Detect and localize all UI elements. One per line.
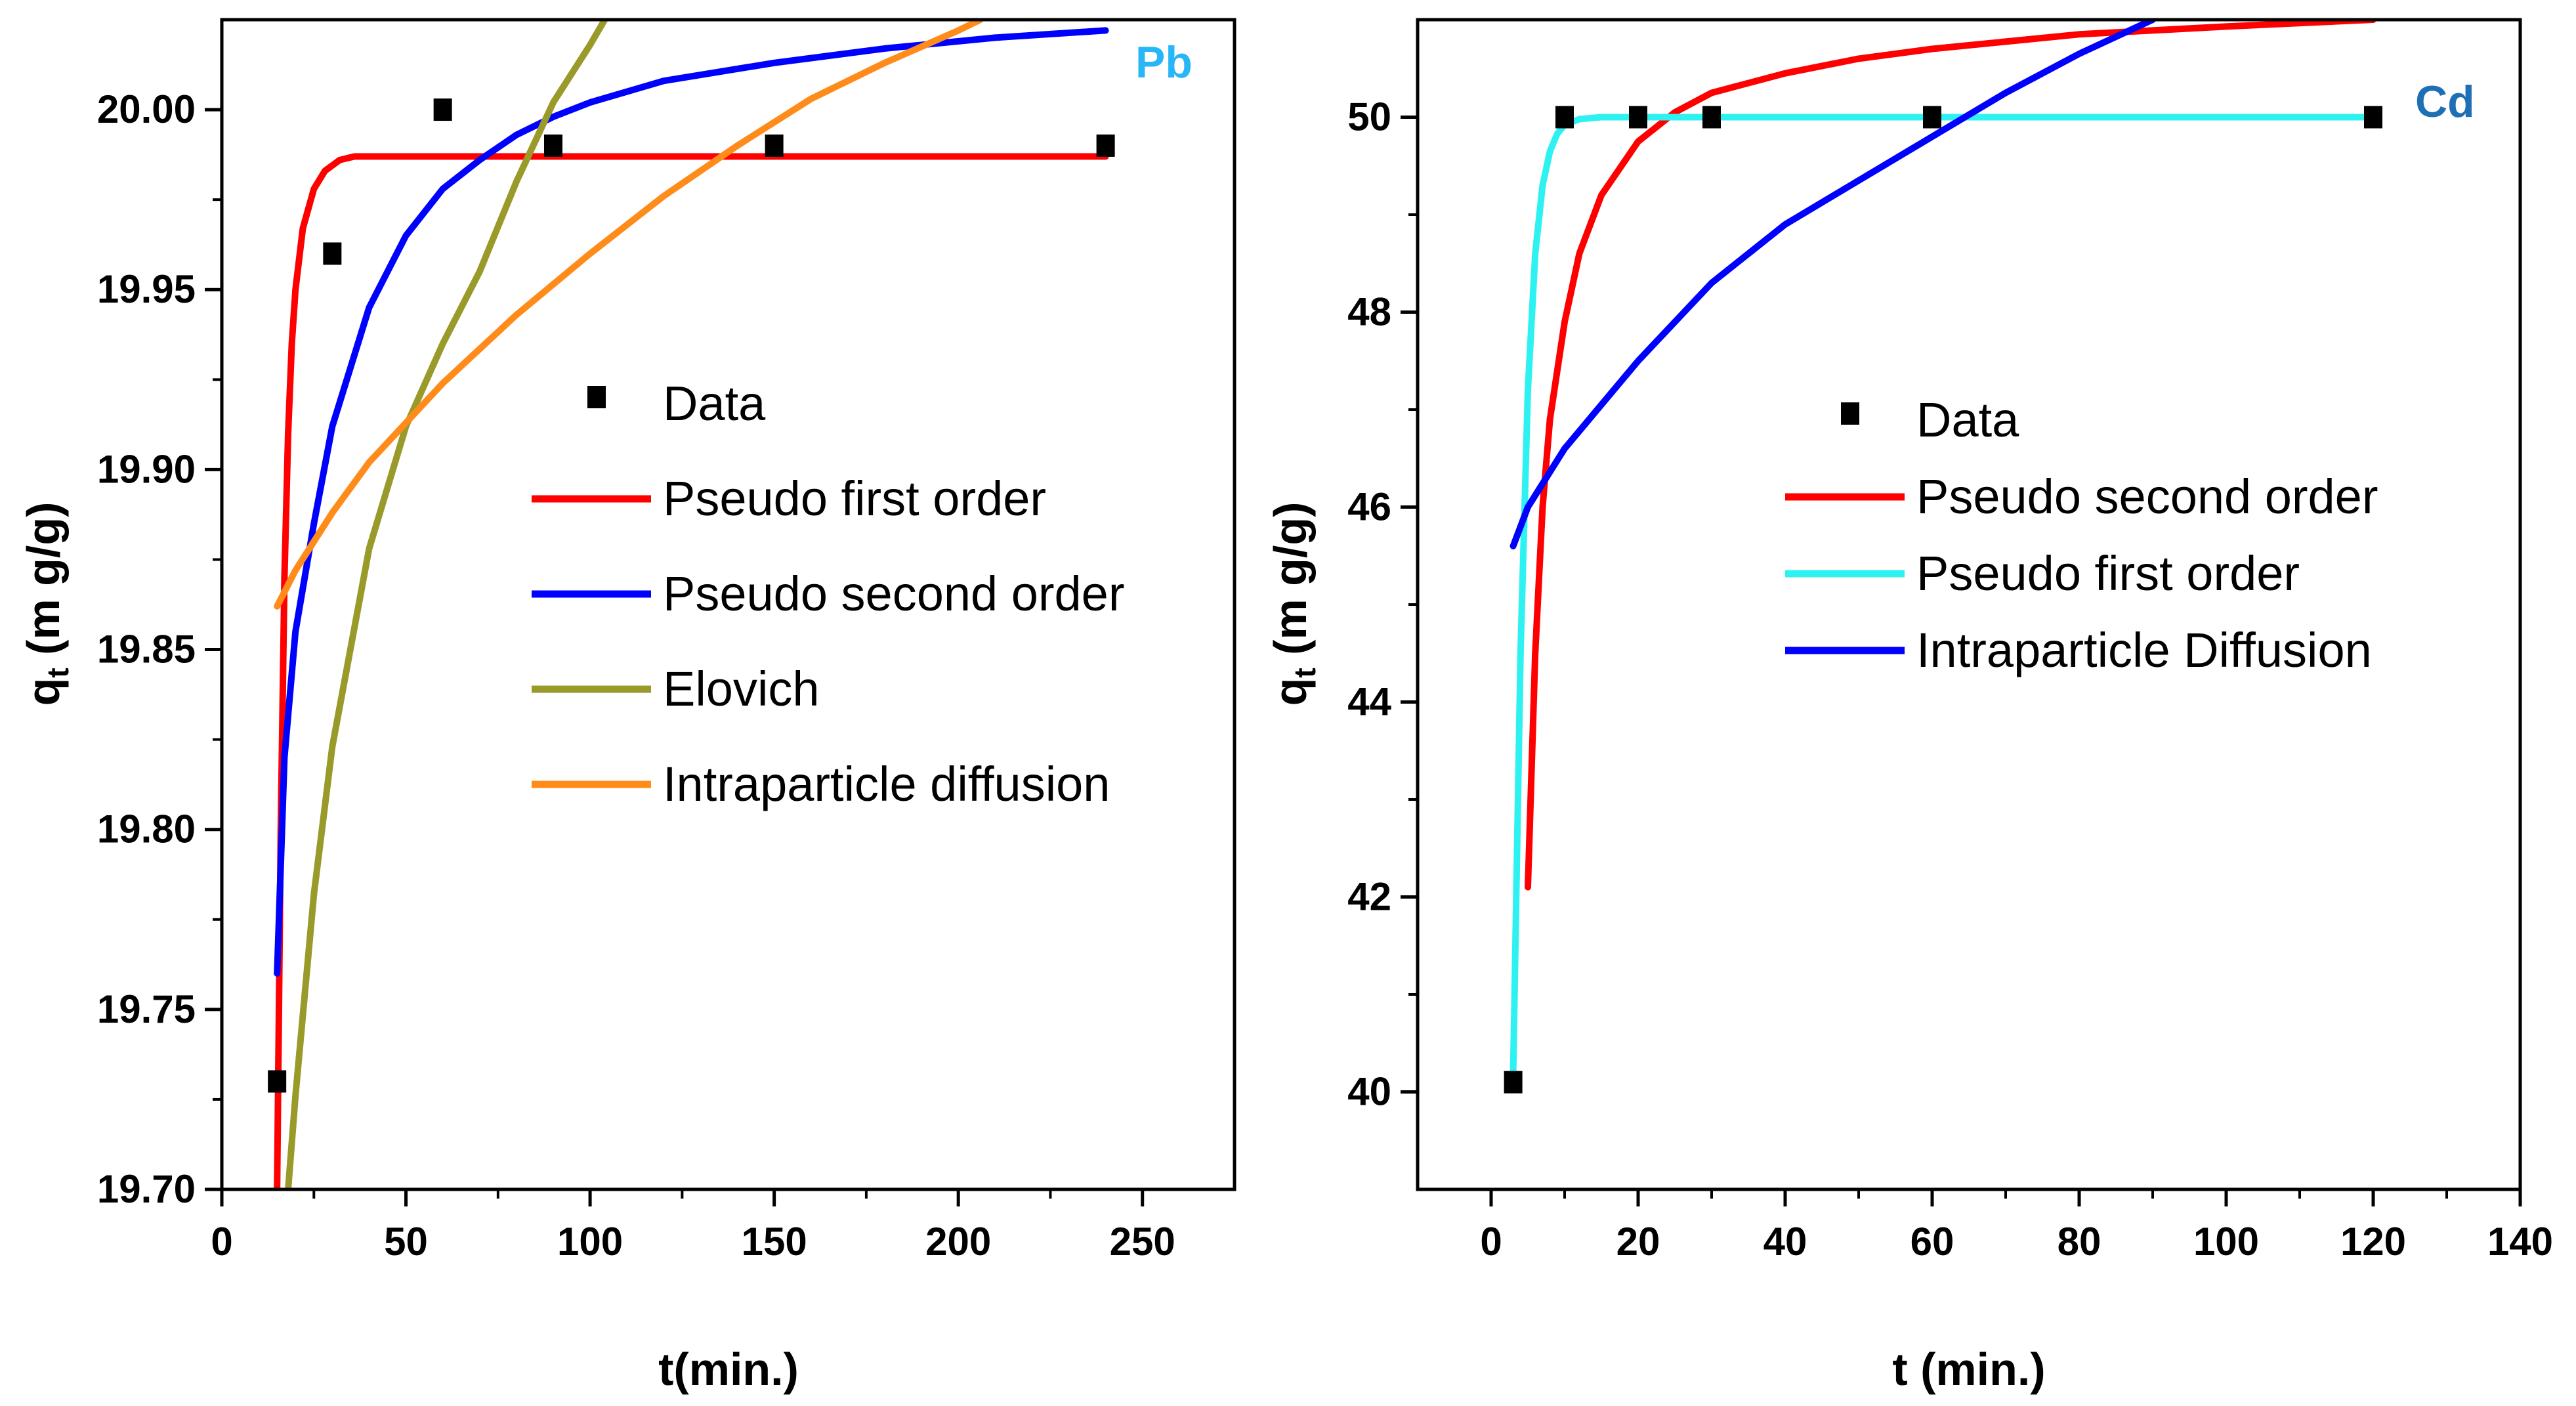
pb-legend-label: Elovich bbox=[663, 662, 820, 716]
cd-panel-label: Cd bbox=[2415, 77, 2475, 127]
pb-fit-curves bbox=[274, 20, 1109, 1189]
pb-y-axis-label: qt (m g/g) bbox=[18, 502, 75, 706]
pb-x-axis-label: t(min.) bbox=[658, 1344, 799, 1395]
cd-legend: Data Pseudo second order Pseudo first orde… bbox=[1785, 393, 2378, 677]
cd-y-tick-label: 42 bbox=[1347, 875, 1391, 919]
pb-legend-label: Pseudo first order bbox=[663, 471, 1046, 526]
pb-x-tick-label: 0 bbox=[211, 1220, 232, 1264]
pb-legend-label: Pseudo second order bbox=[663, 566, 1124, 621]
pb-y-tick-label: 19.95 bbox=[97, 267, 196, 311]
pb-y-tick-label: 19.90 bbox=[97, 447, 196, 491]
pb-data-point bbox=[543, 134, 562, 157]
cd-y-tick-label: 44 bbox=[1347, 680, 1391, 724]
pb-series-intraparticle-diffusion bbox=[274, 20, 984, 610]
pb-data-point bbox=[323, 242, 342, 265]
cd-x-tick-label: 60 bbox=[1911, 1220, 1954, 1264]
pb-series-pseudo-first-order bbox=[274, 153, 1109, 1189]
cd-series-intraparticle-diffusion bbox=[1510, 20, 2156, 549]
cd-data-point bbox=[1629, 106, 1647, 129]
cd-legend-label: Pseudo second order bbox=[1916, 469, 2378, 524]
cd-legend-marker bbox=[1841, 402, 1859, 425]
cd-x-tick-label: 40 bbox=[1763, 1220, 1807, 1264]
pb-data-point bbox=[765, 134, 784, 157]
pb-legend-label: Data bbox=[663, 376, 766, 431]
pb-data-point bbox=[268, 1070, 287, 1093]
cd-data-point bbox=[2364, 106, 2382, 129]
pb-x-tick-label: 150 bbox=[742, 1220, 807, 1264]
pb-plot-frame bbox=[220, 18, 1236, 1191]
pb-y-tick-label: 19.75 bbox=[97, 987, 196, 1031]
pb-data-point bbox=[1096, 134, 1115, 157]
cd-x-tick-label: 20 bbox=[1616, 1220, 1660, 1264]
pb-y-tick-label: 20.00 bbox=[97, 87, 196, 131]
cd-axes bbox=[1401, 116, 2522, 1206]
pb-legend: Data Pseudo first order Pseudo second orde… bbox=[532, 376, 1124, 811]
pb-x-tick-label: 50 bbox=[384, 1220, 428, 1264]
cd-y-tick-label: 40 bbox=[1347, 1070, 1391, 1114]
cd-x-tick-label: 100 bbox=[2193, 1220, 2259, 1264]
pb-axes bbox=[205, 108, 1145, 1206]
pb-legend-marker bbox=[587, 386, 606, 408]
cd-y-tick-label: 46 bbox=[1347, 485, 1391, 529]
pb-panel-label: Pb bbox=[1135, 37, 1193, 87]
cd-series-pseudo-first-order bbox=[1510, 114, 2376, 1076]
pb-data-point bbox=[433, 98, 452, 121]
pb-x-tick-label: 200 bbox=[925, 1220, 991, 1264]
cd-data-point bbox=[1555, 106, 1574, 129]
pb-x-tick-label: 100 bbox=[557, 1220, 623, 1264]
cd-legend-label: Pseudo first order bbox=[1916, 546, 2300, 601]
cd-tick-labels: 0 20 40 60 80 100 120 140 40 42 44 46 48 50 bbox=[1347, 95, 2553, 1264]
cd-y-axis-label: qt (m g/g) bbox=[1265, 502, 1322, 706]
cd-x-tick-label: 0 bbox=[1480, 1220, 1502, 1264]
cd-x-tick-label: 80 bbox=[2058, 1220, 2101, 1264]
cd-legend-label: Data bbox=[1916, 393, 2019, 447]
pb-y-tick-label: 19.85 bbox=[97, 628, 196, 671]
cd-data-point bbox=[1923, 106, 1941, 129]
cd-x-tick-label: 120 bbox=[2340, 1220, 2406, 1264]
cd-data-points bbox=[1504, 106, 2382, 1094]
cd-fit-curves bbox=[1510, 20, 2376, 1076]
pb-kinetics-chart: 0 50 100 150 200 250 19.70 19.75 19.80 19.85 19.90… bbox=[18, 18, 1236, 1395]
pb-x-tick-label: 250 bbox=[1110, 1220, 1175, 1264]
pb-y-tick-label: 19.80 bbox=[97, 807, 196, 851]
cd-data-point bbox=[1702, 106, 1721, 129]
cd-legend-label: Intraparticle Diffusion bbox=[1916, 623, 2372, 677]
cd-y-tick-label: 50 bbox=[1347, 95, 1391, 139]
cd-data-point bbox=[1504, 1071, 1523, 1094]
pb-series-pseudo-second-order bbox=[274, 27, 1109, 977]
cd-y-tick-label: 48 bbox=[1347, 290, 1391, 334]
cd-x-tick-label: 140 bbox=[2487, 1220, 2553, 1264]
pb-y-tick-label: 19.70 bbox=[97, 1167, 196, 1211]
cd-series-pseudo-second-order bbox=[1525, 20, 2376, 891]
pb-series-elovich bbox=[285, 20, 608, 1189]
pb-legend-label: Intraparticle diffusion bbox=[663, 757, 1110, 811]
cd-plot-frame bbox=[1416, 18, 2522, 1191]
cd-x-axis-label: t (min.) bbox=[1892, 1344, 2045, 1395]
pb-tick-labels: 0 50 100 150 200 250 19.70 19.75 19.80 19.85 19.90… bbox=[97, 87, 1175, 1264]
pb-data-points bbox=[268, 98, 1115, 1093]
